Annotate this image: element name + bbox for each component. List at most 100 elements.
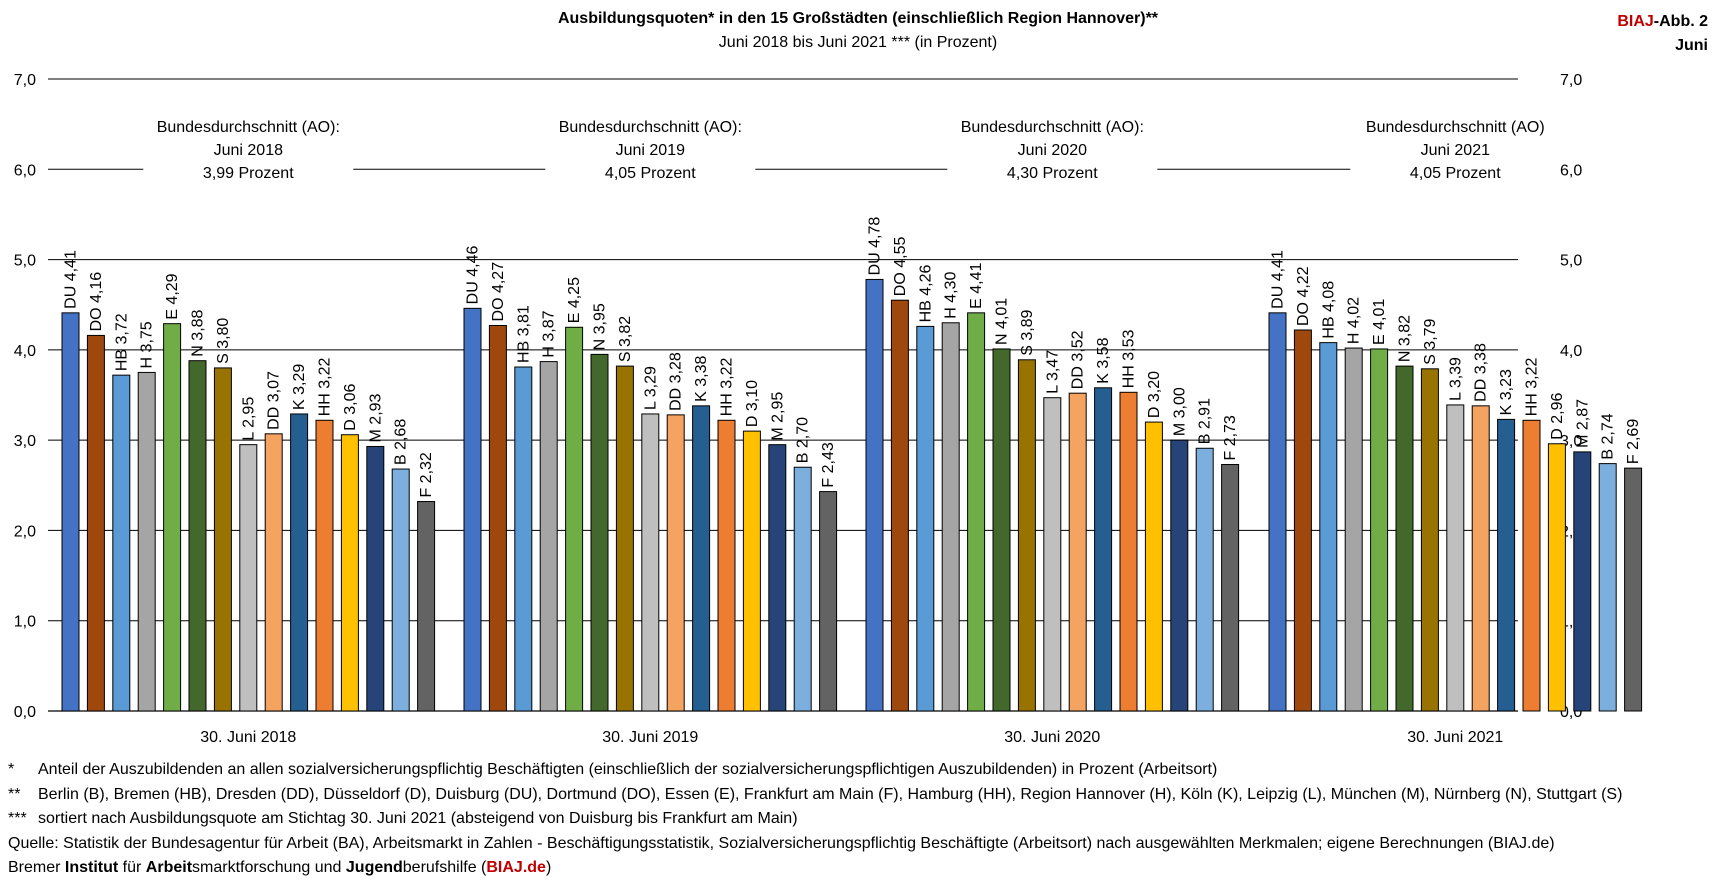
bar-label-d: D 3,20 (1146, 371, 1163, 418)
bar-b (1598, 463, 1617, 712)
bar-label-n: N 3,82 (1397, 315, 1414, 362)
badge-brand: BIAJ (1617, 13, 1654, 30)
bar-du (61, 312, 80, 712)
average-annotation-bg (545, 110, 756, 182)
bar-label-do: DO 4,16 (88, 272, 105, 332)
bar-label-hb: HB 3,81 (515, 305, 532, 363)
bar-hb (1319, 342, 1338, 712)
bar-label-k: K 3,38 (693, 355, 710, 401)
bar-label-hh: HH 3,22 (1524, 357, 1541, 416)
y-tick-label-right: 4,0 (1560, 343, 1582, 360)
y-tick-label-left: 2,0 (14, 523, 36, 540)
y-tick-label-right: 6,0 (1560, 162, 1582, 179)
bar-label-f: F 2,69 (1625, 419, 1642, 464)
bar-label-h: H 3,75 (139, 321, 156, 368)
bar-f (1624, 467, 1643, 712)
bar-hh (1522, 419, 1541, 712)
bar-label-do: DO 4,27 (490, 262, 507, 322)
bar-label-do: DO 4,55 (892, 237, 909, 297)
org-text-3: für (118, 859, 146, 876)
bar-k (1094, 387, 1113, 712)
average-annotation-line: 4,05 Prozent (605, 165, 696, 182)
bar-label-b: B 2,91 (1197, 398, 1214, 444)
bar-do (1293, 329, 1312, 712)
org-text-6: Jugend (345, 859, 403, 876)
figure-badge: BIAJ-Abb. 2 Juni (1617, 10, 1708, 58)
bar-label-l: L 3,47 (1044, 350, 1061, 394)
average-annotation-line: Bundesdurchschnitt (AO): (961, 119, 1144, 136)
y-tick-label-right: 7,0 (1560, 72, 1582, 89)
bar-label-d: D 3,06 (342, 383, 359, 430)
bar-label-hb: HB 4,08 (1320, 281, 1337, 339)
bar-e (967, 312, 986, 712)
bar-label-b: B 2,68 (393, 419, 410, 465)
footnote-3: *** sortiert nach Ausbildungsquote am Sti… (8, 807, 1622, 832)
bar-label-s: S 3,89 (1019, 309, 1036, 355)
bar-do (86, 334, 105, 712)
bar-k (692, 405, 711, 712)
average-annotation-line: Bundesdurchschnitt (AO): (157, 119, 340, 136)
bar-b (1195, 447, 1214, 712)
bar-f (1221, 464, 1240, 712)
footnote-1-mark: * (8, 761, 15, 778)
bar-s (213, 367, 232, 712)
org-text-7: berufshilfe ( (402, 859, 487, 876)
bar-s (615, 365, 634, 712)
bar-dd (1068, 392, 1087, 712)
bar-label-du: DU 4,41 (1270, 250, 1287, 309)
bar-d (1547, 443, 1566, 712)
footnote-1-text: Anteil der Auszubildenden an allen sozia… (38, 761, 1218, 778)
org-text-4: Arbeit (145, 859, 193, 876)
bar-m (1573, 451, 1592, 712)
bar-h (941, 322, 960, 712)
bar-label-k: K 3,23 (1498, 369, 1515, 415)
bar-label-m: M 2,87 (1574, 399, 1591, 448)
bar-d (340, 434, 359, 712)
bar-d (1144, 421, 1163, 712)
bar-label-m: M 2,93 (367, 393, 384, 442)
bar-n (992, 348, 1011, 712)
y-tick-label-left: 4,0 (14, 343, 36, 360)
badge-figure-number: -Abb. 2 (1653, 13, 1708, 30)
bar-label-do: DO 4,22 (1295, 266, 1312, 326)
bar-label-e: E 4,29 (164, 273, 181, 319)
bar-label-s: S 3,82 (617, 316, 634, 362)
bar-h (137, 371, 156, 712)
average-annotation-bg (947, 110, 1158, 182)
bar-k (1497, 418, 1516, 712)
bar-m (1170, 439, 1189, 712)
bar-label-hh: HH 3,22 (317, 357, 334, 416)
average-annotation-line: Bundesdurchschnitt (AO) (1366, 119, 1545, 136)
bar-label-e: E 4,01 (1371, 299, 1388, 345)
bar-label-dd: DD 3,07 (266, 371, 283, 430)
source-note: Quelle: Statistik der Bundesagentur für … (8, 834, 1555, 852)
bar-l (239, 444, 258, 712)
bar-dd (666, 414, 685, 712)
bar-label-du: DU 4,78 (867, 217, 884, 276)
y-tick-label-left: 6,0 (14, 162, 36, 179)
bar-du (1268, 312, 1287, 712)
bar-b (391, 468, 410, 712)
bar-h (539, 361, 558, 712)
bar-hb (916, 325, 935, 712)
average-annotation-bg (143, 110, 354, 182)
bar-label-b: B 2,70 (795, 417, 812, 463)
bar-hh (315, 419, 334, 712)
bar-label-d: D 2,96 (1549, 393, 1566, 440)
x-category-label: 30. Juni 2021 (1407, 729, 1503, 746)
bar-dd (1471, 405, 1490, 712)
bar-e (163, 323, 182, 712)
bar-f (819, 491, 838, 712)
bar-e (1370, 348, 1389, 712)
bar-hb (514, 366, 533, 712)
bar-label-n: N 4,01 (994, 298, 1011, 345)
badge-line2: Juni (1675, 37, 1708, 54)
bar-label-hh: HH 3,53 (1121, 329, 1138, 388)
bar-label-e: E 4,25 (566, 277, 583, 323)
org-text-2: Institut (64, 859, 119, 876)
bar-label-s: S 3,80 (215, 318, 232, 364)
org-link-biaj[interactable]: BIAJ.de (486, 859, 546, 876)
y-tick-label-left: 5,0 (14, 253, 36, 270)
y-tick-label-left: 0,0 (14, 704, 36, 721)
bar-l (1043, 397, 1062, 712)
